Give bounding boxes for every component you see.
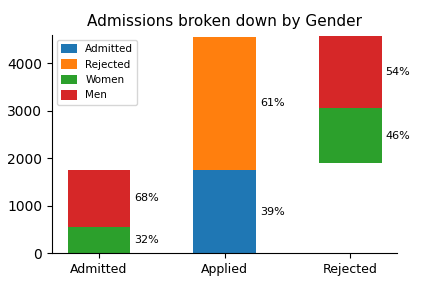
Text: 46%: 46% [385, 131, 410, 141]
Bar [67, 170, 130, 227]
Bar [193, 37, 256, 170]
Bar [193, 170, 256, 253]
Title: Admissions broken down by Gender: Admissions broken down by Gender [87, 14, 362, 29]
Text: 68%: 68% [134, 193, 159, 203]
Text: 32%: 32% [134, 235, 159, 245]
Bar [319, 36, 382, 108]
Legend: Admitted, Rejected, Women, Men: Admitted, Rejected, Women, Men [57, 40, 137, 105]
Bar [319, 108, 382, 163]
Text: 54%: 54% [385, 67, 410, 77]
Text: 61%: 61% [260, 98, 284, 109]
Text: 39%: 39% [260, 207, 285, 217]
Bar [67, 227, 130, 253]
